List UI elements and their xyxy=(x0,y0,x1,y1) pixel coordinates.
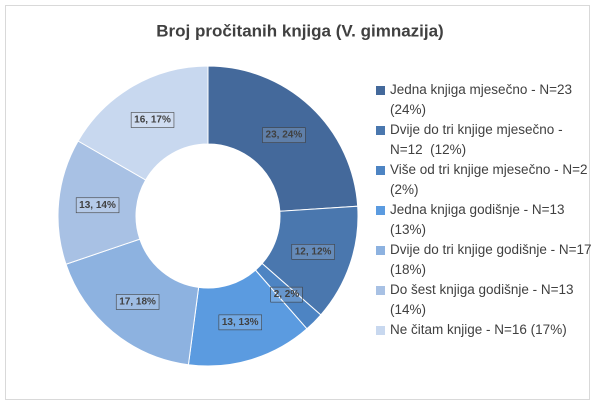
legend-label: Jedna knjiga godišnje - N=13 (13%) xyxy=(390,202,569,237)
legend-item: Jedna knjiga mjesečno - N=23 (24%) xyxy=(376,80,592,120)
legend-swatch xyxy=(376,126,385,135)
legend-item: Više od tri knjige mjesečno - N=2 (2%) xyxy=(376,160,592,200)
legend-swatch xyxy=(376,246,385,255)
data-label-box xyxy=(218,314,262,331)
legend-swatch xyxy=(376,286,385,295)
data-label-box xyxy=(130,112,175,128)
legend-swatch xyxy=(376,166,385,175)
data-label: 12, 12% xyxy=(291,244,335,260)
data-label-box xyxy=(262,127,306,143)
legend-item: Ne čitam knjige - N=16 (17%) xyxy=(376,320,592,340)
legend-label: Do šest knjiga godišnje - N=13 (14%) xyxy=(390,282,578,317)
data-label: 16, 17% xyxy=(130,112,175,128)
legend-swatch xyxy=(376,206,385,215)
legend-swatch xyxy=(376,326,385,335)
legend-item: Jedna knjiga godišnje - N=13 (13%) xyxy=(376,200,592,240)
data-label-box xyxy=(115,294,160,310)
legend-label: Više od tri knjige mjesečno - N=2 (2%) xyxy=(390,162,592,197)
data-label: 13, 14% xyxy=(75,197,120,214)
legend-item: Do šest knjiga godišnje - N=13 (14%) xyxy=(376,280,592,320)
data-label: 13, 13% xyxy=(218,314,262,331)
legend-label: Dvije do tri knjige godišnje - N=17 (18%… xyxy=(390,242,596,277)
legend-item: Dvije do tri knjige godišnje - N=17 (18%… xyxy=(376,240,592,280)
data-label-text: 23, 24% xyxy=(266,130,303,141)
legend-label: Ne čitam knjige - N=16 (17%) xyxy=(390,322,567,337)
legend-item: Dvije do tri knjige mjesečno - N=12 (12%… xyxy=(376,120,592,160)
data-label-text: 13, 13% xyxy=(222,317,259,328)
legend: Jedna knjiga mjesečno - N=23 (24%) Dvije … xyxy=(376,80,592,340)
slice xyxy=(207,65,359,212)
data-label-box xyxy=(291,244,335,260)
data-label: 23, 24% xyxy=(262,127,306,143)
chart-title: Broj pročitanih knjiga (V. gimnazija) xyxy=(156,21,443,40)
legend-swatch xyxy=(376,86,385,95)
data-label-text: 2, 2% xyxy=(274,289,300,300)
slice xyxy=(77,65,209,181)
legend-label: Jedna knjiga mjesečno - N=23 (24%) xyxy=(390,82,576,117)
data-label-text: 13, 14% xyxy=(79,200,116,211)
data-label-text: 17, 18% xyxy=(119,296,156,307)
slice xyxy=(65,238,200,366)
data-label-box xyxy=(75,197,120,214)
legend-label: Dvije do tri knjige mjesečno - N=12 (12%… xyxy=(390,122,567,157)
data-label-box xyxy=(270,286,303,303)
data-label-text: 12, 12% xyxy=(295,246,332,257)
data-label: 17, 18% xyxy=(115,294,160,310)
data-label: 2, 2% xyxy=(270,286,303,303)
data-label-text: 16, 17% xyxy=(134,115,171,126)
